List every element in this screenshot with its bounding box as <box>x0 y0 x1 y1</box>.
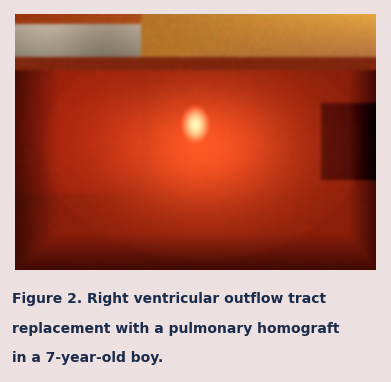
Text: Figure 2. Right ventricular outflow tract: Figure 2. Right ventricular outflow trac… <box>12 292 326 306</box>
Text: replacement with a pulmonary homograft: replacement with a pulmonary homograft <box>12 322 339 336</box>
Text: in a 7-year-old boy.: in a 7-year-old boy. <box>12 351 163 366</box>
